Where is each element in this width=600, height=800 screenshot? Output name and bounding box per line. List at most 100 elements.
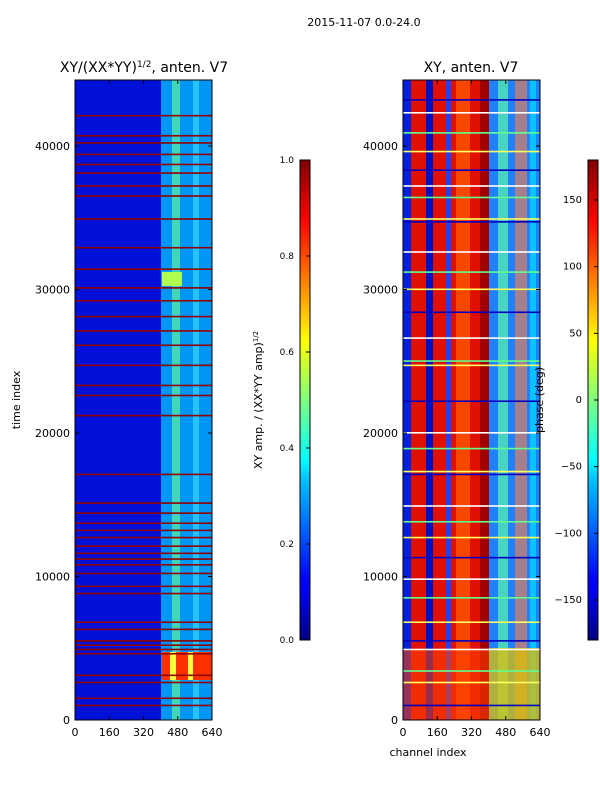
amp-flagged-row	[75, 473, 212, 476]
phase-y-tick-label: 30000	[363, 284, 398, 297]
amp-flagged-row	[75, 414, 212, 417]
amp-flagged-row	[75, 652, 212, 655]
phase-flagged-row	[403, 520, 540, 523]
amp-flagged-row	[75, 681, 212, 684]
amp-flagged-row	[75, 172, 212, 174]
amp-flagged-row	[75, 536, 212, 539]
amp-title: XY/(XX*YY)1/2, anten. V7	[60, 60, 228, 76]
amp-flagged-row	[75, 268, 212, 271]
phase-stripe-blue	[426, 80, 433, 720]
phase-flagged-row	[403, 640, 540, 642]
phase-flagged-row	[403, 556, 540, 559]
amp-title-exp: 1/2	[137, 60, 151, 70]
amp-colorbar-tick-label: 0.6	[280, 348, 295, 358]
amp-flagged-row	[75, 697, 212, 700]
phase-x-tick-label: 160	[427, 726, 448, 739]
phase-flagged-row	[403, 99, 540, 101]
phase-flagged-row	[403, 578, 540, 580]
phase-y-tick-label: 40000	[363, 140, 398, 153]
amp-flagged-row	[75, 299, 212, 302]
phase-flagged-row	[403, 218, 540, 220]
phase-x-axis: 0 160 320 480 640	[400, 80, 551, 739]
phase-flagged-row	[403, 400, 540, 403]
phase-flagged-row	[403, 470, 540, 473]
phase-colorbar-tick-label: 50	[569, 328, 582, 339]
phase-flagged-row	[403, 360, 540, 362]
phase-x-tick-label: 480	[495, 726, 516, 739]
amp-colorbar: 0.0 0.2 0.4 0.6 0.8 1.0 XY amp. / (XX*YY amp)…	[252, 156, 311, 646]
phase-lower-block	[489, 648, 540, 720]
phase-x-tick-label: 0	[400, 726, 407, 739]
amp-flagged-row	[75, 545, 212, 547]
amp-flagged-row	[75, 529, 212, 532]
amp-colorbar-label-exp: 1/2	[252, 331, 260, 342]
amp-y-tick-label: 10000	[35, 571, 70, 584]
phase-y-axis: 0 10000 20000 30000 40000	[363, 140, 540, 727]
amp-flagged-row	[75, 640, 212, 642]
amp-flagged-row	[75, 644, 212, 646]
phase-flagged-row	[403, 704, 540, 707]
phase-flagged-row	[403, 432, 540, 434]
amp-title-prefix: XY/(XX*YY)	[60, 60, 137, 76]
phase-flagged-row	[403, 505, 540, 507]
amp-colorbar-label: XY amp. / (XX*YY amp)1/2	[252, 331, 265, 469]
phase-flagged-row	[403, 473, 540, 476]
phase-flagged-row	[403, 271, 540, 273]
amp-colorbar-tick-label: 0.8	[280, 252, 295, 262]
phase-flagged-row	[403, 311, 540, 314]
amp-y-tick-label: 0	[63, 714, 70, 727]
phase-flagged-row	[403, 221, 540, 223]
phase-flagged-row	[403, 681, 540, 684]
amp-flagged-row	[75, 558, 212, 560]
phase-flagged-row	[403, 670, 540, 672]
phase-flagged-rows	[403, 99, 540, 707]
phase-flagged-row	[403, 536, 540, 539]
amp-x-tick-label: 320	[133, 726, 154, 739]
phase-colorbar-label: phase (deg)	[533, 367, 546, 433]
phase-colorbar: −150 −100 −50 0 50 100 150 phase (deg)	[533, 159, 599, 641]
amp-flagged-row	[75, 628, 212, 631]
amp-band-low	[75, 80, 161, 720]
phase-stripe-orange	[456, 80, 470, 720]
amp-flagged-row	[75, 163, 212, 166]
phase-flagged-row	[403, 196, 540, 199]
phase-flagged-row	[403, 169, 540, 172]
amp-bright-block	[170, 652, 176, 680]
amp-flagged-row	[75, 315, 212, 318]
phase-colorbar-tick-label: −100	[555, 528, 582, 539]
amp-band-high-stripe	[193, 80, 199, 720]
phase-y-tick-label: 0	[391, 714, 398, 727]
amp-y-tick-label: 30000	[35, 284, 70, 297]
phase-colorbar-tick-label: 0	[576, 395, 582, 406]
amp-x-tick-label: 160	[99, 726, 120, 739]
amp-heatmap-image	[75, 80, 212, 720]
amp-flagged-row	[75, 114, 212, 117]
amp-colorbar-gradient	[299, 159, 311, 641]
phase-flagged-row	[403, 112, 540, 114]
phase-stripe-blue	[403, 80, 411, 720]
amp-y-tick-label: 40000	[35, 140, 70, 153]
amp-flagged-row	[75, 552, 212, 555]
amp-title-suffix: , anten. V7	[151, 60, 228, 76]
phase-stripe-dark	[480, 80, 489, 720]
amp-x-axis: 0 160 320 480 640	[72, 80, 223, 739]
amp-flagged-row	[75, 674, 212, 677]
amp-flagged-rows	[75, 114, 212, 707]
amp-flagged-row	[75, 246, 212, 249]
amp-x-tick-label: 640	[202, 726, 223, 739]
phase-flagged-row	[403, 132, 540, 134]
amp-colorbar-tick-label: 0.0	[280, 636, 295, 646]
amp-x-tick-label: 0	[72, 726, 79, 739]
amp-flagged-row	[75, 512, 212, 514]
phase-y-tick-label: 10000	[363, 571, 398, 584]
phase-flagged-row	[403, 150, 540, 153]
amp-panel: XY/(XX*YY)1/2, anten. V7 0 160 320 480 640 0…	[10, 60, 311, 739]
amp-ylabel: time index	[10, 370, 23, 429]
phase-colorbar-tick-label: −50	[561, 462, 582, 473]
phase-flagged-row	[403, 185, 540, 187]
amp-flagged-row	[75, 142, 212, 144]
amp-bright-block	[162, 272, 182, 286]
figure-suptitle: 2015-11-07 0.0-24.0	[307, 16, 420, 29]
amp-colorbar-label-prefix: XY amp. / (XX*YY amp)	[252, 342, 265, 469]
